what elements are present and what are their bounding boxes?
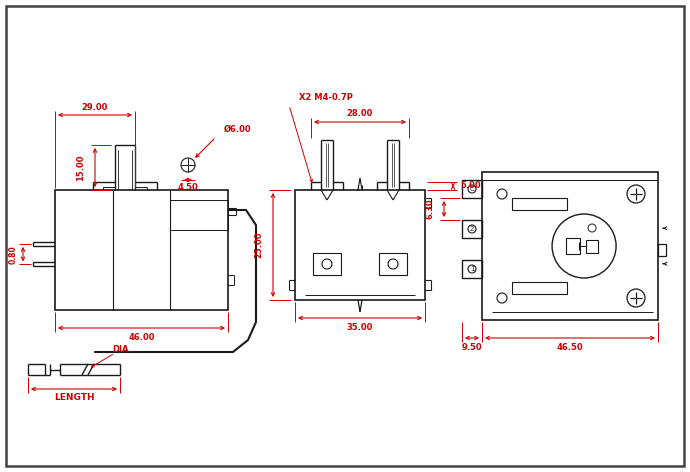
Bar <box>170 200 228 230</box>
Text: 46.00: 46.00 <box>128 332 155 342</box>
Text: 0.80: 0.80 <box>8 245 17 263</box>
Text: X2 M4-0.7P: X2 M4-0.7P <box>299 93 353 101</box>
Text: 1: 1 <box>470 266 474 272</box>
Bar <box>462 260 482 278</box>
Bar <box>55 190 228 310</box>
Text: LENGTH: LENGTH <box>54 394 95 403</box>
Text: 9.50: 9.50 <box>462 343 482 352</box>
Bar <box>313 253 341 275</box>
Bar <box>482 172 658 320</box>
Text: 35.00: 35.00 <box>347 322 373 331</box>
Text: DIA.: DIA. <box>112 345 132 354</box>
Bar <box>295 190 425 300</box>
Bar <box>512 198 567 210</box>
Bar <box>512 282 567 294</box>
Text: 4.50: 4.50 <box>177 184 199 193</box>
Text: 25.00: 25.00 <box>255 232 264 258</box>
Text: 2: 2 <box>470 226 474 232</box>
Bar <box>462 180 482 198</box>
Bar <box>462 220 482 238</box>
Bar <box>586 240 598 253</box>
Text: 5.00: 5.00 <box>461 182 482 191</box>
Text: C: C <box>470 186 475 192</box>
Text: Ø6.00: Ø6.00 <box>224 125 252 134</box>
Bar <box>658 244 666 256</box>
Text: 6.30: 6.30 <box>426 199 435 219</box>
Text: 15.00: 15.00 <box>77 154 86 181</box>
Bar <box>566 238 580 254</box>
Text: 46.50: 46.50 <box>557 343 583 352</box>
Bar <box>379 253 407 275</box>
Text: 28.00: 28.00 <box>347 110 373 118</box>
Text: 29.00: 29.00 <box>82 102 108 111</box>
